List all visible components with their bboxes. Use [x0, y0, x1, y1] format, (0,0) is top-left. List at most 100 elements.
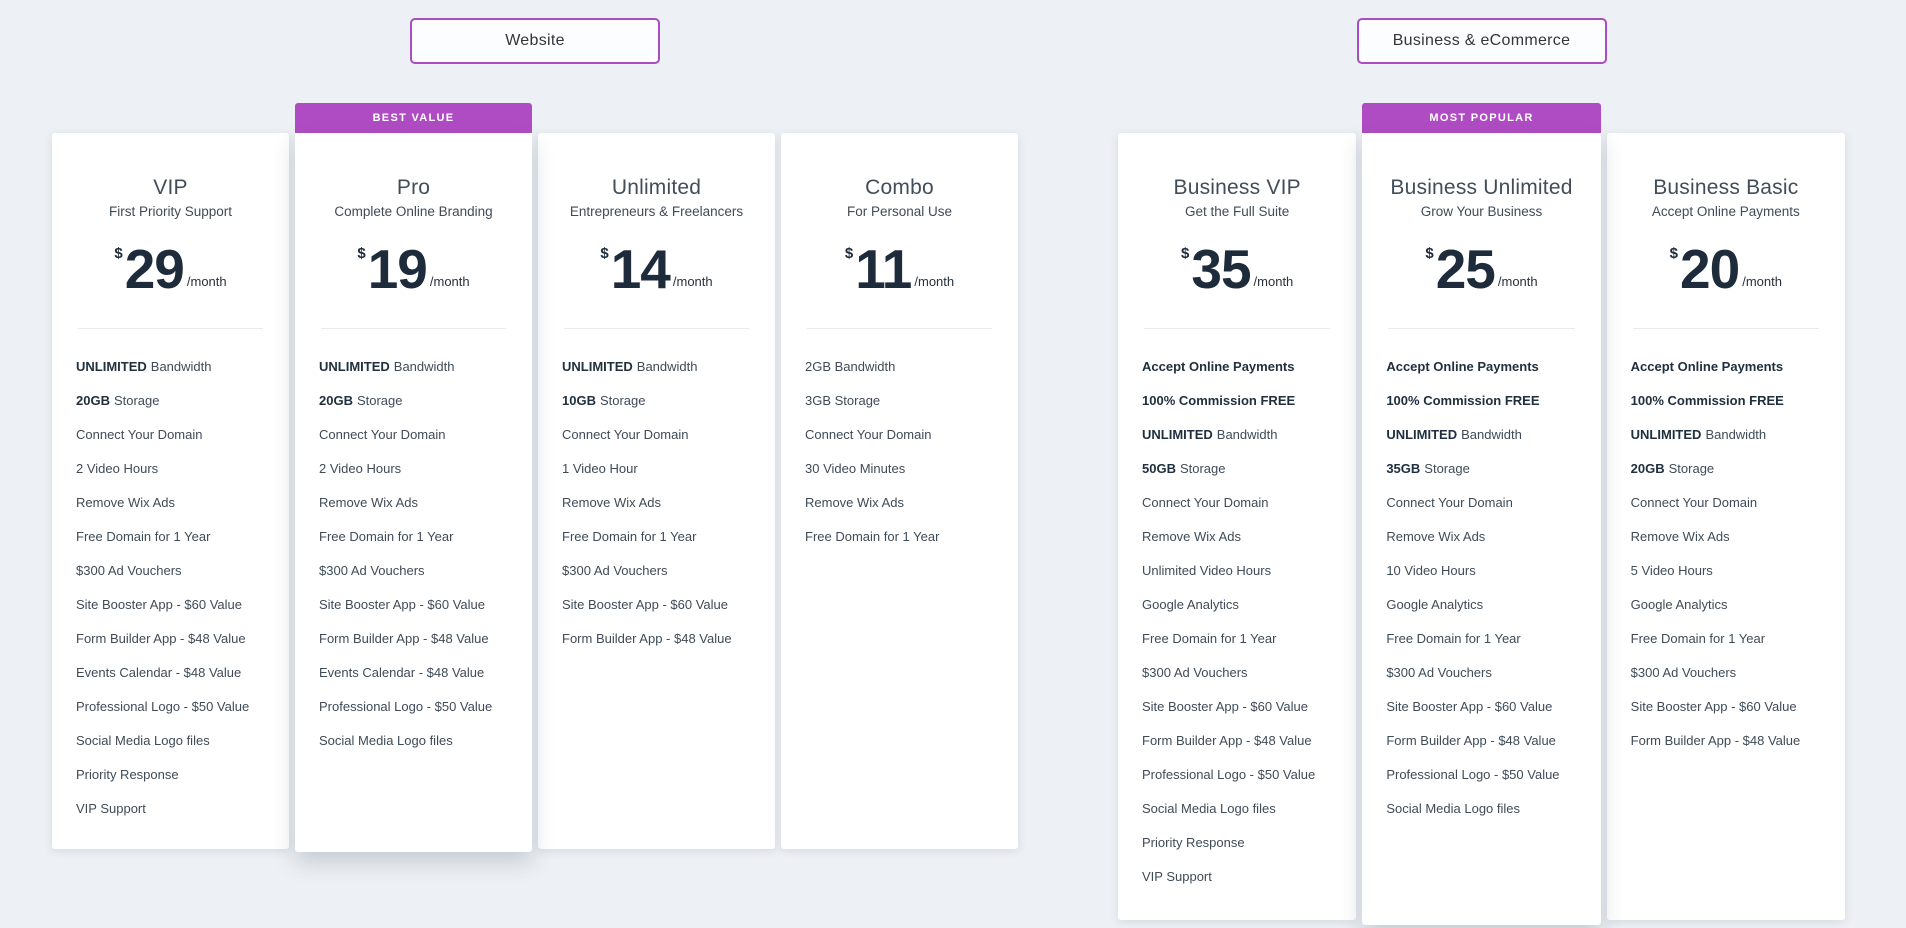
plan-name: Unlimited: [611, 176, 702, 199]
feature-item: Google Analytics: [1630, 596, 1728, 612]
feature-item: Free Domain for 1 Year: [76, 528, 211, 544]
feature-item: 50GB Storage: [1142, 460, 1226, 476]
feature-item: Site Booster App - $60 Value: [1386, 698, 1553, 714]
plan-badge: [1118, 103, 1356, 133]
plan-price: $ 19 /month: [295, 238, 532, 300]
feature-item: 3GB Storage: [805, 392, 881, 408]
plan-card-body: VIP First Priority Support $ 29 /month U…: [52, 133, 289, 849]
price-period: /month: [1253, 274, 1294, 289]
price-period: /month: [186, 274, 227, 289]
plan-card: VIP First Priority Support $ 29 /month U…: [52, 103, 289, 849]
feature-item: Free Domain for 1 Year: [1630, 630, 1766, 646]
feature-item: 30 Video Minutes: [805, 460, 906, 476]
price-period: /month: [914, 274, 955, 289]
plan-price: $ 11 /month: [781, 238, 1018, 300]
feature-item: Connect Your Domain: [76, 426, 203, 442]
feature-list: Accept Online Payments 100% Commission FR…: [1118, 349, 1356, 893]
feature-item: Remove Wix Ads: [319, 494, 418, 510]
feature-item: Remove Wix Ads: [76, 494, 175, 510]
feature-item: Connect Your Domain: [319, 426, 446, 442]
feature-item: Connect Your Domain: [1630, 494, 1758, 510]
plan-card: Combo For Personal Use $ 11 /month 2GB B…: [781, 103, 1018, 849]
currency-symbol: $: [844, 245, 854, 262]
price-amount: 11: [855, 238, 912, 300]
feature-item: $300 Ad Vouchers: [1142, 664, 1248, 680]
feature-item: $300 Ad Vouchers: [562, 562, 668, 578]
feature-item: Professional Logo - $50 Value: [76, 698, 250, 714]
divider: [78, 328, 263, 329]
plan-price: $ 14 /month: [538, 238, 775, 300]
plan-card-body: Pro Complete Online Branding $ 19 /month…: [295, 133, 532, 852]
website-tab-button[interactable]: Website: [410, 18, 660, 64]
plan-badge: BEST VALUE: [295, 103, 532, 133]
plan-price: $ 29 /month: [52, 242, 289, 297]
currency-symbol: $: [357, 245, 366, 262]
feature-list: UNLIMITED Bandwidth 10GB Storage Connect You…: [538, 349, 775, 655]
feature-item: Form Builder App - $48 Value: [1630, 732, 1801, 748]
currency-symbol: $: [1669, 245, 1679, 262]
divider: [1144, 328, 1331, 329]
feature-item: Form Builder App - $48 Value: [76, 630, 246, 646]
section-website: Website VIP First Priority Support $ 29 …: [52, 18, 1018, 852]
feature-item: Connect Your Domain: [1386, 494, 1513, 510]
feature-item: Site Booster App - $60 Value: [76, 596, 242, 612]
feature-item: Free Domain for 1 Year: [1142, 630, 1277, 646]
feature-item: 5 Video Hours: [1630, 562, 1713, 578]
plan-name: Pro: [396, 176, 431, 199]
plan-tagline: Get the Full Suite: [1185, 204, 1290, 219]
feature-item: UNLIMITED Bandwidth: [1142, 426, 1278, 442]
feature-item: Priority Response: [1142, 834, 1245, 850]
plan-name: Combo: [865, 176, 934, 199]
feature-item: Remove Wix Ads: [805, 494, 904, 510]
feature-item: 10GB Storage: [562, 392, 646, 408]
feature-item: Connect Your Domain: [1142, 494, 1269, 510]
feature-item: Events Calendar - $48 Value: [76, 664, 242, 680]
feature-item: Free Domain for 1 Year: [805, 528, 940, 544]
currency-symbol: $: [1181, 245, 1190, 262]
feature-item: Events Calendar - $48 Value: [319, 664, 485, 680]
price-amount: 20: [1680, 238, 1740, 300]
feature-item: Social Media Logo files: [1142, 800, 1276, 816]
feature-item: 100% Commission FREE: [1142, 392, 1296, 408]
feature-item: Professional Logo - $50 Value: [319, 698, 493, 714]
feature-list: Accept Online Payments 100% Commission FR…: [1607, 349, 1845, 757]
feature-item: $300 Ad Vouchers: [1630, 664, 1737, 680]
currency-symbol: $: [114, 245, 123, 262]
price-amount: 19: [367, 238, 428, 300]
feature-item: Form Builder App - $48 Value: [319, 630, 489, 646]
feature-item: Remove Wix Ads: [1630, 528, 1730, 544]
feature-item: Professional Logo - $50 Value: [1386, 766, 1560, 782]
feature-item: Google Analytics: [1386, 596, 1484, 612]
feature-item: $300 Ad Vouchers: [1386, 664, 1492, 680]
feature-item: Social Media Logo files: [1386, 800, 1521, 816]
plan-card: Business Basic Accept Online Payments $ …: [1606, 103, 1845, 920]
feature-item: $300 Ad Vouchers: [76, 562, 182, 578]
section-business: Business & eCommerce Business VIP Get th…: [1118, 18, 1845, 925]
plan-name: Business Unlimited: [1390, 176, 1573, 199]
business-tab-button[interactable]: Business & eCommerce: [1356, 18, 1607, 64]
feature-item: 20GB Storage: [319, 392, 403, 408]
plan-tagline: Grow Your Business: [1420, 204, 1543, 219]
plan-badge: MOST POPULAR: [1362, 103, 1601, 133]
business-cards-row: Business VIP Get the Full Suite $ 35 /mo…: [1118, 103, 1845, 925]
feature-item: Connect Your Domain: [805, 426, 932, 442]
feature-item: Google Analytics: [1142, 596, 1239, 612]
plan-card: BEST VALUE Pro Complete Online Branding …: [295, 103, 532, 852]
divider: [1388, 328, 1575, 329]
website-cards-row: VIP First Priority Support $ 29 /month U…: [52, 103, 1018, 852]
feature-item: Remove Wix Ads: [1386, 528, 1486, 544]
feature-item: Accept Online Payments: [1142, 358, 1295, 374]
plan-tagline: Entrepreneurs & Freelancers: [569, 204, 744, 219]
feature-item: 2GB Bandwidth: [805, 358, 896, 374]
price-amount: 25: [1435, 238, 1496, 300]
feature-item: Remove Wix Ads: [562, 494, 661, 510]
plan-badge: [1607, 103, 1845, 133]
plan-card-body: Business Unlimited Grow Your Business $ …: [1362, 133, 1601, 925]
feature-item: Free Domain for 1 Year: [319, 528, 454, 544]
currency-symbol: $: [1425, 245, 1434, 262]
currency-symbol: $: [600, 245, 609, 262]
price-amount: 14: [610, 238, 671, 300]
feature-item: Priority Response: [76, 766, 179, 782]
feature-item: UNLIMITED Bandwidth: [76, 358, 212, 374]
